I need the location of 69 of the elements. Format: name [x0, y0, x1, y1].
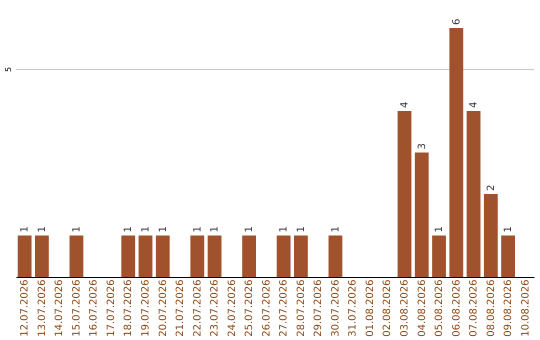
x-tick-label: 25.07.2026 — [244, 280, 256, 337]
bar — [414, 152, 429, 277]
bar — [156, 236, 170, 277]
data-label: 6 — [451, 18, 462, 25]
data-label: 1 — [71, 226, 82, 232]
x-tick-label: 28.07.2026 — [296, 280, 307, 337]
x-tick-label: 19.07.2026 — [140, 280, 152, 337]
data-label: 1 — [278, 226, 290, 232]
x-tick-label: 04.08.2026 — [416, 280, 428, 337]
x-tick-label: 10.08.2026 — [520, 280, 532, 337]
x-tick-label: 14.07.2026 — [54, 280, 66, 337]
bar — [190, 236, 204, 277]
data-label: 1 — [123, 226, 134, 232]
x-tick-label: 23.07.2026 — [210, 280, 221, 337]
x-tick-label: 30.07.2026 — [330, 280, 342, 337]
bar — [70, 236, 84, 277]
data-label: 1 — [192, 226, 204, 232]
bar — [432, 236, 446, 277]
x-tick-label: 17.07.2026 — [106, 280, 117, 337]
bar — [121, 236, 136, 277]
x-tick-label: 02.08.2026 — [382, 280, 394, 337]
x-tick-label: 27.07.2026 — [278, 280, 290, 337]
data-label: 1 — [140, 226, 152, 232]
x-tick-label: 08.08.2026 — [486, 280, 497, 337]
data-label: 1 — [158, 226, 169, 232]
x-tick-label: 03.08.2026 — [400, 280, 410, 337]
bar — [484, 194, 498, 277]
data-label: 1 — [330, 226, 342, 232]
x-tick-label: 21.07.2026 — [175, 280, 186, 337]
bar — [466, 111, 480, 277]
data-label: 1 — [503, 226, 514, 232]
bar — [449, 28, 464, 277]
bar — [294, 236, 308, 277]
bar — [138, 236, 152, 277]
x-tick-label: 16.07.2026 — [88, 280, 100, 337]
x-tick-label: 24.07.2026 — [226, 280, 238, 337]
x-tick-label: 09.08.2026 — [503, 280, 514, 337]
data-label: 1 — [434, 226, 446, 232]
data-label: 3 — [416, 143, 428, 150]
x-tick-label: 01.08.2026 — [364, 280, 376, 337]
x-tick-label: 15.07.2026 — [71, 280, 82, 337]
bar — [276, 236, 291, 277]
bar — [501, 236, 516, 277]
data-label: 1 — [36, 226, 48, 232]
x-tick-label: 06.08.2026 — [451, 280, 462, 337]
x-tick-label: 29.07.2026 — [313, 280, 324, 337]
x-tick-label: 05.08.2026 — [434, 280, 446, 337]
data-label: 2 — [486, 184, 497, 191]
ref-line-label: 5 — [4, 66, 13, 72]
x-tick-label: 31.07.2026 — [348, 280, 359, 337]
bar — [398, 111, 412, 277]
x-tick-label: 18.07.2026 — [123, 280, 134, 337]
data-label: 1 — [244, 226, 256, 232]
bar — [328, 236, 342, 277]
x-tick-label: 13.07.2026 — [36, 280, 48, 337]
data-label: 4 — [400, 102, 410, 108]
x-tick-label: 12.07.2026 — [20, 280, 31, 337]
bar — [208, 236, 222, 277]
data-label: 1 — [210, 226, 221, 232]
bar — [34, 236, 49, 277]
data-label: 1 — [20, 226, 31, 232]
data-label: 4 — [468, 102, 480, 108]
bar — [18, 236, 32, 277]
x-tick-label: 26.07.2026 — [261, 280, 272, 337]
x-tick-label: 07.08.2026 — [468, 280, 480, 337]
bar — [242, 236, 256, 277]
x-tick-label: 20.07.2026 — [158, 280, 169, 337]
x-tick-label: 22.07.2026 — [192, 280, 204, 337]
data-label: 1 — [296, 226, 307, 232]
